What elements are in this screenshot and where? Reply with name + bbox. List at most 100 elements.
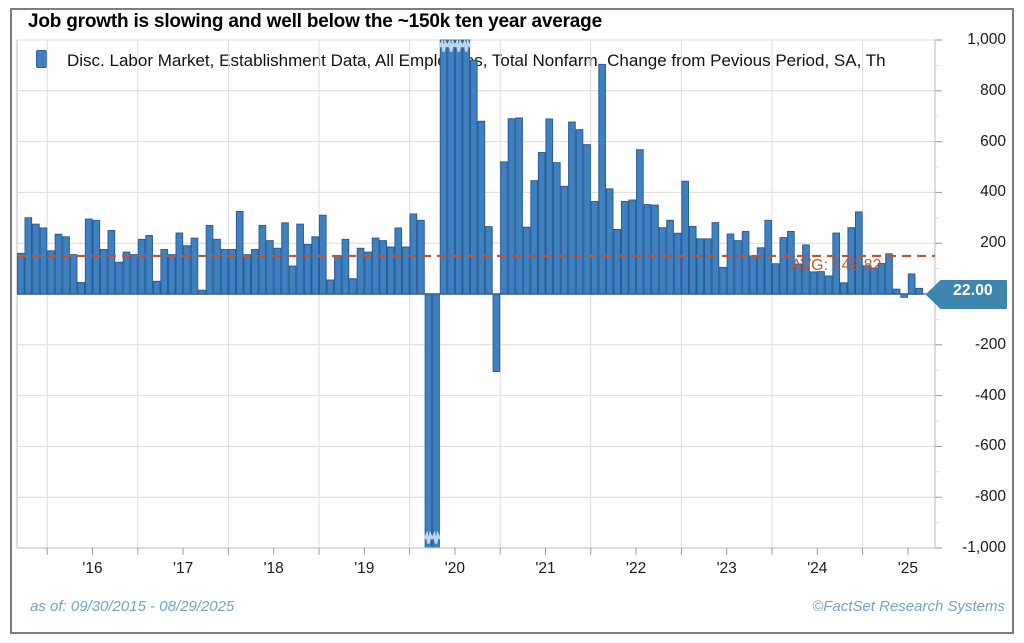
bar-2017-09 [198, 289, 206, 295]
bar-2025-05 [892, 288, 901, 295]
bar-2018-07 [273, 247, 282, 295]
bar-2015-09 [16, 252, 25, 295]
x-axis-label-23: '23 [716, 560, 737, 577]
bar-2020-04 [432, 293, 440, 549]
bar-2020-09 [469, 59, 478, 295]
bar-2016-09 [107, 230, 116, 295]
bar-2018-05 [258, 224, 267, 295]
bar-2017-06 [175, 232, 184, 295]
bar-2016-08 [100, 249, 108, 295]
bar-2022-03 [605, 188, 614, 295]
bar-2021-03 [515, 117, 523, 295]
bar-2020-08 [462, 39, 471, 295]
bar-2021-06 [537, 152, 546, 295]
bar-2018-06 [266, 240, 274, 295]
chart-frame [10, 8, 1014, 634]
bar-2020-06 [447, 39, 455, 295]
bar-2016-02 [54, 233, 63, 295]
bar-2023-08 [734, 240, 742, 295]
bar-2021-05 [530, 180, 538, 295]
bar-2021-04 [522, 226, 531, 295]
bar-2024-10 [839, 282, 848, 295]
bar-2023-11 [756, 247, 765, 295]
bar-2017-10 [205, 224, 214, 295]
bar-2023-10 [749, 255, 757, 295]
bar-2015-12 [39, 227, 48, 295]
chart-title: Job growth is slowing and well below the… [28, 11, 602, 32]
bar-2019-03 [334, 255, 342, 295]
bar-2023-07 [726, 233, 735, 295]
average-line-label: AVG: 149.82 [791, 257, 882, 274]
bar-2025-01 [862, 265, 871, 295]
bar-2025-06 [900, 293, 908, 298]
bar-2018-12 [311, 236, 320, 295]
bar-2017-03 [152, 280, 161, 295]
bar-2019-12 [402, 246, 410, 295]
bar-2022-05 [620, 201, 629, 295]
bar-2019-07 [364, 251, 372, 295]
bar-2019-06 [356, 247, 365, 295]
y-axis-label: -200 [974, 335, 1006, 353]
bar-2020-07 [454, 39, 463, 295]
bar-2016-03 [62, 236, 70, 295]
bar-2024-01 [771, 263, 780, 295]
bar-2023-12 [764, 219, 773, 295]
bar-2018-04 [251, 249, 259, 295]
clip-break-icon [461, 38, 472, 52]
x-axis-label-16: '16 [82, 560, 103, 577]
bar-2021-11 [575, 129, 584, 295]
bar-2021-12 [583, 144, 591, 295]
y-axis-label: 400 [980, 183, 1006, 201]
bar-2016-01 [47, 250, 55, 295]
bar-2022-08 [643, 204, 652, 295]
x-axis-label-19: '19 [354, 560, 375, 577]
bar-2019-11 [394, 227, 403, 295]
bar-2015-11 [32, 223, 40, 295]
bar-2024-04 [794, 263, 803, 295]
bar-2025-03 [877, 263, 886, 295]
bar-2023-02 [688, 225, 697, 295]
bar-2017-04 [160, 249, 169, 295]
bar-2020-10 [477, 120, 486, 295]
x-axis-label-17: '17 [172, 560, 194, 577]
bar-2019-04 [341, 238, 350, 295]
bar-2018-02 [235, 210, 244, 295]
bar-2016-07 [92, 219, 101, 295]
bar-2016-04 [69, 254, 78, 295]
bar-2018-10 [296, 223, 304, 295]
bar-2019-10 [386, 246, 395, 295]
clip-break-icon [431, 530, 441, 544]
footer-source: ©FactSet Research Systems [812, 598, 1005, 615]
legend-bar-swatch-icon [36, 50, 47, 68]
bar-2023-06 [719, 266, 727, 295]
bar-2019-02 [326, 279, 335, 295]
bar-2016-10 [115, 261, 123, 295]
bar-2021-08 [553, 162, 561, 295]
bar-2019-08 [371, 237, 380, 295]
bar-2025-07 [907, 273, 916, 295]
bar-2016-05 [77, 282, 85, 295]
bar-2024-05 [802, 244, 810, 295]
bar-2016-12 [130, 254, 138, 295]
bar-2017-08 [190, 237, 199, 295]
bar-2023-01 [681, 180, 689, 295]
bar-2018-09 [288, 265, 297, 295]
bar-2023-04 [704, 238, 712, 295]
y-axis-label: 600 [980, 132, 1006, 150]
bar-2024-02 [779, 237, 788, 295]
bar-2022-06 [628, 199, 637, 295]
bar-2022-07 [636, 149, 644, 295]
y-axis-label: 200 [980, 234, 1006, 252]
bar-2024-08 [824, 275, 833, 295]
bar-2021-07 [545, 118, 554, 295]
bar-2021-10 [568, 121, 576, 295]
clip-break-icon [438, 38, 449, 52]
footer-as-of: as of: 09/30/2015 - 08/29/2025 [30, 598, 235, 615]
bar-2023-05 [711, 222, 720, 295]
bar-2022-02 [598, 63, 606, 295]
y-axis-label: -400 [974, 386, 1006, 404]
bar-2018-11 [303, 243, 312, 295]
bar-2017-01 [137, 238, 146, 295]
x-axis-label-18: '18 [263, 560, 284, 577]
bar-2018-08 [281, 222, 289, 295]
